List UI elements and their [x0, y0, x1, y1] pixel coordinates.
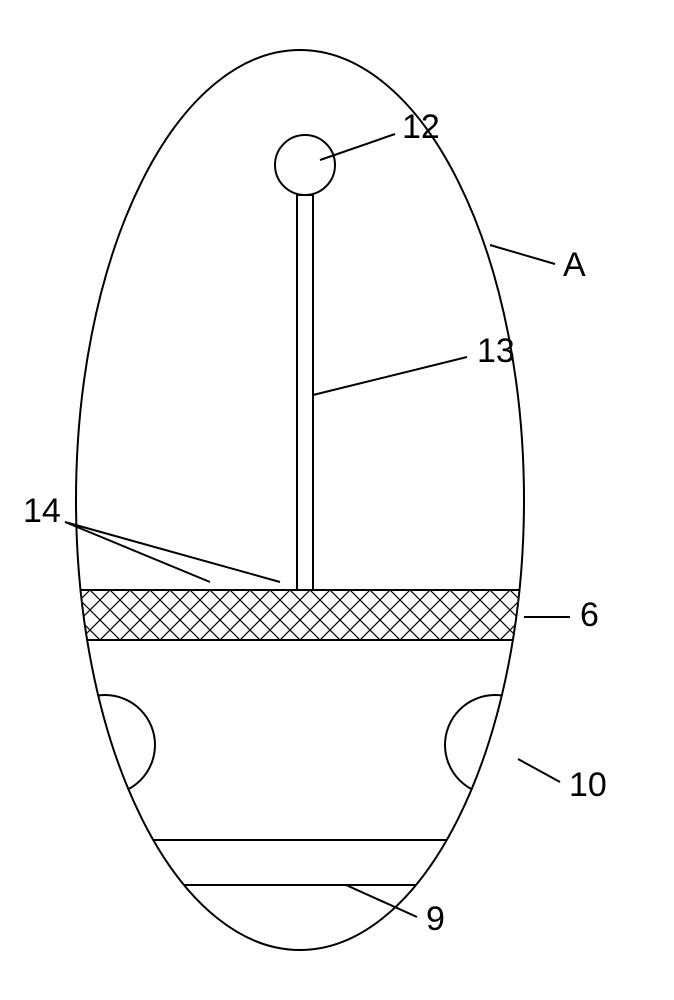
label-12: 12: [402, 108, 440, 147]
top-circle: [275, 135, 335, 195]
label-9: 9: [426, 900, 445, 939]
leader-9: [346, 885, 417, 917]
diagram-svg: [0, 0, 674, 1000]
leader-14: [65, 522, 280, 582]
technical-diagram: 12 A 13 14 6 10 9: [0, 0, 674, 1000]
leader-12: [320, 134, 395, 160]
label-14: 14: [23, 492, 61, 531]
label-A: A: [563, 246, 586, 285]
label-6: 6: [580, 596, 599, 635]
lower-left-circle: [55, 695, 155, 795]
leader-10: [518, 759, 560, 782]
label-10: 10: [569, 766, 607, 805]
vertical-stem: [297, 195, 313, 590]
crosshatch-band: [70, 590, 530, 640]
leader-13: [313, 357, 467, 395]
label-13: 13: [477, 332, 515, 371]
lower-right-circle: [445, 695, 545, 795]
leader-A: [490, 245, 555, 264]
